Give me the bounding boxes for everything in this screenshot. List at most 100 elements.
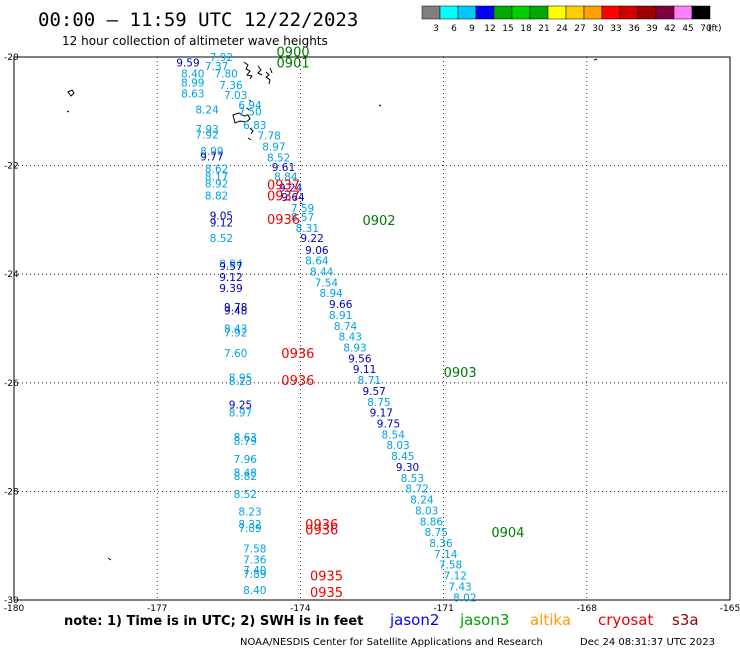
- swh-point-label: 8.94: [319, 288, 343, 300]
- time-label: 0901: [277, 56, 310, 71]
- swh-point-label: 7.89: [238, 523, 261, 535]
- swh-point-label: 9.57: [362, 386, 385, 398]
- footer-timestamp: Dec 24 08:31:37 UTC 2023: [580, 637, 715, 648]
- colorbar-unit: (ft): [708, 24, 722, 34]
- swh-point-label: 8.93: [343, 343, 366, 355]
- swh-point-label: 9.30: [396, 462, 419, 474]
- colorbar-tick-label: 39: [646, 24, 658, 34]
- swh-point-label: 9.59: [176, 57, 199, 69]
- swh-point-label: 8.86: [420, 516, 444, 528]
- swh-point-label: 7.37: [205, 61, 228, 73]
- data-points: 7.92 9.59 7.378.40 7.80 8.99 7.36 8.63 7.036.94…: [176, 52, 476, 604]
- colorbar-swatch: [511, 5, 531, 20]
- swh-point-label: 7.14: [434, 549, 458, 561]
- time-label: 0936: [305, 523, 338, 538]
- time-label: 0935: [310, 586, 343, 601]
- swh-point-label: 7.03: [224, 90, 247, 102]
- island-outlines: [66, 58, 598, 561]
- colorbar-tick-label: 45: [682, 24, 693, 34]
- colorbar-tick-label: 30: [592, 24, 604, 34]
- swh-point-label: 8.94: [219, 258, 243, 270]
- x-tick-label: -168: [577, 604, 598, 614]
- swh-point-label: 7.92: [224, 327, 247, 339]
- gridlines: [14, 57, 730, 600]
- swh-point-label: 7.36: [219, 80, 243, 92]
- swh-point-label: 9.24: [279, 182, 303, 194]
- swh-point-label: 8.32: [238, 519, 261, 531]
- swh-point-label: 8.62: [205, 163, 228, 175]
- swh-point-label: 8.79: [234, 436, 257, 448]
- x-tick-label: -177: [147, 604, 167, 614]
- swh-point-label: 9.25: [229, 400, 252, 412]
- x-axis: -180 -177 -174 -171 -168 -165: [4, 604, 740, 614]
- colorbar-swatch: [493, 5, 513, 20]
- swh-point-label: 7.43: [448, 581, 471, 593]
- swh-point-label: 8.24: [195, 105, 219, 117]
- footer-note: note: 1) Time is in UTC; 2) SWH is in fe…: [64, 614, 363, 629]
- time-label: 0902: [362, 214, 395, 229]
- colorbar-swatch: [421, 5, 441, 20]
- swh-point-label: 8.43: [339, 332, 362, 344]
- swh-point-label: 9.12: [219, 272, 242, 284]
- swh-point-label: 8.03: [386, 440, 409, 452]
- swh-point-label: 8.52: [234, 489, 257, 501]
- swh-point-label: 6.83: [243, 120, 266, 132]
- plot-border: [13, 56, 731, 601]
- y-tick-label: -20: [4, 53, 19, 63]
- y-tick-label: -28: [4, 487, 19, 497]
- colorbar-tick-label: 70: [700, 24, 712, 34]
- swh-point-label: 7.12: [444, 571, 467, 583]
- colorbar-swatch: [655, 5, 675, 20]
- swh-point-label: 8.97: [262, 142, 285, 154]
- swh-point-label: 9.57: [219, 261, 242, 273]
- swh-point-label: 9.78: [224, 302, 247, 314]
- colorbar-tick-label: 3: [433, 24, 439, 34]
- swh-point-label: 8.82: [234, 471, 257, 483]
- swh-point-label: 6.94: [238, 100, 262, 112]
- colorbar-tick-label: 12: [484, 24, 495, 34]
- swh-point-label: 7.92: [210, 52, 233, 64]
- swh-point-label: 7.54: [315, 277, 339, 289]
- time-label: 0904: [491, 526, 524, 541]
- colorbar-tick-label: 6: [451, 24, 457, 34]
- colorbar-tick-label: 36: [628, 24, 640, 34]
- swh-point-label: 9.66: [329, 299, 353, 311]
- time-label: 0936: [305, 518, 338, 533]
- swh-point-label: 8.54: [382, 429, 406, 441]
- swh-point-label: 9.17: [370, 408, 393, 420]
- swh-point-label: 7.60: [224, 348, 247, 360]
- plot-area: [13, 56, 731, 601]
- y-tick-label: -22: [4, 162, 19, 172]
- swh-point-label: 8.48: [234, 467, 257, 479]
- swh-point-label: 8.72: [405, 484, 428, 496]
- swh-point-label: 8.40: [181, 68, 204, 80]
- swh-point-label: 8.82: [205, 190, 228, 202]
- swh-point-label: 7.36: [243, 554, 267, 566]
- swh-point-label: 7.80: [214, 68, 237, 80]
- colorbar-swatch: [529, 5, 549, 20]
- swh-point-label: 8.45: [391, 451, 414, 463]
- x-tick-label: -174: [290, 604, 311, 614]
- swh-point-label: 8.63: [234, 432, 257, 444]
- colorbar-swatch: [637, 5, 657, 20]
- colorbar-tick-label: 9: [469, 24, 475, 34]
- swh-point-label: 8.99: [181, 78, 204, 90]
- colorbar-swatch: [457, 5, 477, 20]
- legend-entry-altika: altika: [530, 611, 571, 629]
- swh-point-label: 8.71: [358, 375, 381, 387]
- time-label: 0936: [281, 347, 314, 362]
- colorbar-swatch: [439, 5, 459, 20]
- swh-point-label: 7.50: [238, 106, 261, 118]
- swh-point-label: 9.56: [348, 353, 372, 365]
- satellite-legend: jason2 jason3 altika cryosat s3a: [389, 611, 699, 629]
- legend-entry-jason3: jason3: [459, 611, 509, 629]
- swh-point-label: 9.06: [305, 245, 329, 257]
- colorbar-tick-label: 24: [556, 24, 568, 34]
- swh-point-label: 8.43: [224, 324, 247, 336]
- swh-point-label: 9.61: [272, 162, 295, 174]
- colorbar-swatch: [601, 5, 621, 20]
- x-tick-label: -165: [720, 604, 740, 614]
- colorbar-swatch: [673, 5, 693, 20]
- colorbar: 3 6 9 12 15 18 21 24 27 30 33 36 39 42 45 70: [421, 5, 712, 34]
